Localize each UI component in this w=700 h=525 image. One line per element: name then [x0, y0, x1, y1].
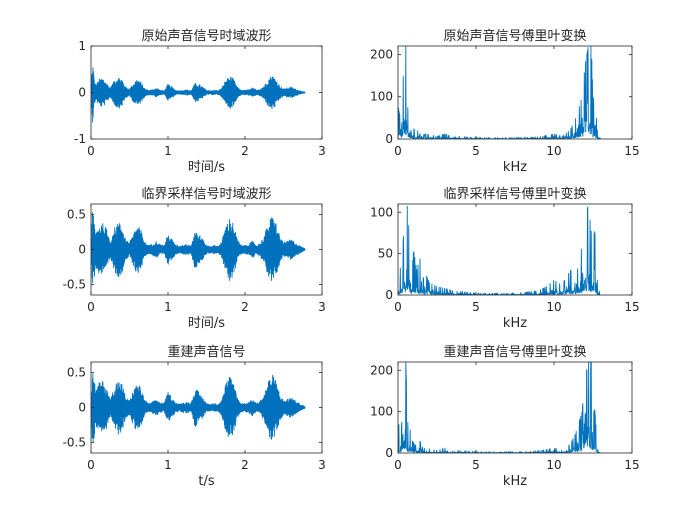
y-tick-label: 0	[385, 288, 393, 302]
axes-box	[397, 45, 633, 140]
x-tick-label: 5	[472, 144, 480, 158]
y-tick-label: 200	[370, 363, 393, 377]
chart-title: 临界采样信号傅里叶变换	[443, 186, 586, 202]
x-axis-label: kHz	[503, 474, 527, 489]
y-tick-label: 100	[370, 205, 393, 219]
subplot-2: 0 5 10 15 0 100 200 原始声音信号傅里叶变换 kHz	[370, 28, 640, 175]
x-tick-label: 1	[164, 144, 172, 158]
x-axis-label: t/s	[198, 474, 214, 489]
series-line	[91, 373, 306, 442]
x-tick-label: 0	[394, 144, 402, 158]
y-tick-label: -1	[74, 132, 86, 146]
y-tick-label: 50	[378, 247, 393, 261]
x-tick-label: 15	[624, 144, 639, 158]
x-axis-label: kHz	[503, 160, 527, 175]
x-tick-label: 2	[241, 300, 249, 314]
y-tick-label: 0	[385, 132, 393, 146]
x-tick-label: 1	[164, 458, 172, 472]
chart-title: 临界采样信号时域波形	[141, 187, 271, 202]
y-tick-label: 0	[78, 243, 86, 257]
x-tick-label: 0	[87, 144, 95, 158]
chart-title: 原始声音信号时域波形	[141, 28, 271, 44]
x-tick-label: 5	[472, 458, 480, 472]
axes-box	[397, 203, 633, 296]
y-tick-label: 0.5	[67, 366, 86, 380]
y-tick-label: 0	[78, 401, 86, 415]
x-tick-label: 10	[546, 144, 561, 158]
x-tick-label: 0	[87, 458, 95, 472]
chart-title: 重建声音信号	[167, 344, 245, 360]
x-tick-label: 5	[472, 300, 480, 314]
y-tick-label: 0	[78, 86, 86, 100]
chart-title: 原始声音信号傅里叶变换	[443, 28, 586, 44]
plot-area	[398, 362, 632, 453]
y-tick-label: 100	[370, 405, 393, 419]
series-line	[91, 67, 306, 123]
x-tick-label: 2	[241, 458, 249, 472]
y-tick-label: 0.5	[67, 208, 86, 222]
y-tick-label: -0.5	[63, 436, 86, 450]
x-tick-label: 15	[624, 300, 639, 314]
x-tick-label: 3	[318, 458, 326, 472]
x-tick-label: 0	[394, 458, 402, 472]
x-tick-label: 15	[624, 458, 639, 472]
x-axis-label: 时间/s	[188, 316, 225, 331]
chart-title: 重建声音信号傅里叶变换	[443, 344, 586, 360]
subplot-6: 0 5 10 15 0 100 200 重建声音信号傅里叶变换 kHz	[370, 344, 640, 489]
x-tick-label: 3	[318, 300, 326, 314]
y-tick-label: -0.5	[63, 278, 86, 292]
plot-area	[398, 204, 632, 295]
x-tick-label: 10	[546, 300, 561, 314]
x-tick-label: 0	[87, 300, 95, 314]
axes-box	[397, 361, 633, 454]
x-tick-label: 0	[394, 300, 402, 314]
y-tick-label: 200	[370, 47, 393, 61]
x-tick-label: 2	[241, 144, 249, 158]
y-tick-label: 100	[370, 90, 393, 104]
series-line	[91, 212, 306, 283]
x-tick-label: 1	[164, 300, 172, 314]
y-tick-label: 1	[78, 39, 86, 53]
subplot-4: 0 5 10 15 0 50 100 临界采样信号傅里叶变换 kHz	[370, 186, 640, 331]
x-tick-label: 3	[318, 144, 326, 158]
y-tick-label: 0	[385, 446, 393, 460]
x-axis-label: 时间/s	[188, 160, 225, 175]
x-tick-label: 10	[546, 458, 561, 472]
x-axis-label: kHz	[503, 316, 527, 331]
